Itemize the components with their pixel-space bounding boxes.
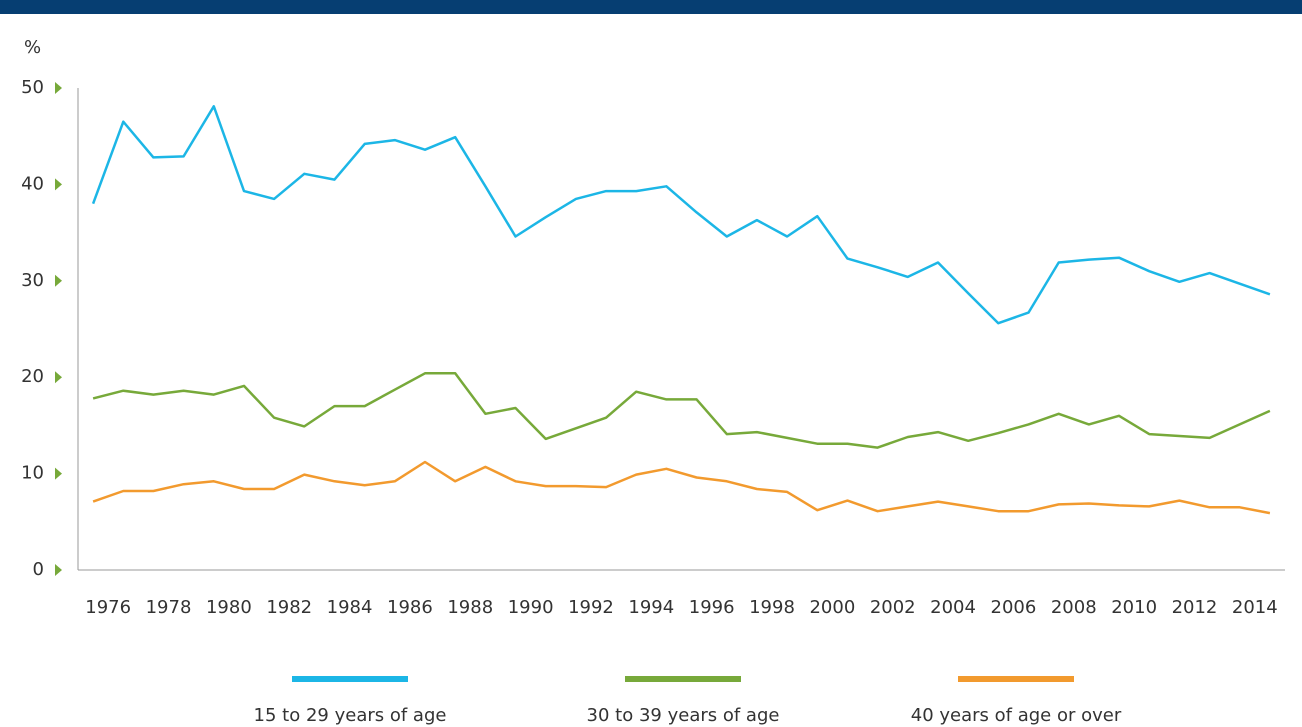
y-tick-label: 40 [21, 173, 44, 194]
series-line [92, 372, 1271, 449]
y-tick-marker [55, 564, 62, 576]
series-line [92, 460, 1271, 515]
y-tick-marker [55, 82, 62, 94]
series-line [91, 105, 1271, 325]
y-tick-marker [55, 371, 62, 384]
x-tick-label: 2000 [809, 597, 855, 618]
x-tick-label: 1998 [749, 597, 795, 618]
x-tick-label: 1982 [266, 597, 312, 618]
y-tick-label: 20 [21, 366, 44, 387]
x-tick-label: 1988 [447, 597, 493, 618]
x-tick-label: 1978 [146, 597, 192, 618]
x-tick-label: 1986 [387, 597, 433, 618]
x-tick-label: 1996 [689, 597, 735, 618]
x-tick-label: 1984 [327, 597, 373, 618]
y-axis-label: % [24, 37, 41, 58]
y-tick-label: 50 [21, 77, 44, 98]
x-tick-label: 1980 [206, 597, 252, 618]
legend-label: 40 years of age or over [911, 705, 1122, 726]
y-tick-label: 0 [33, 559, 44, 580]
legend-label: 15 to 29 years of age [254, 705, 447, 726]
y-tick-label: 10 [21, 463, 44, 484]
x-tick-label: 2008 [1051, 597, 1097, 618]
x-tick-label: 2006 [991, 597, 1037, 618]
top-bar [0, 0, 1302, 14]
x-tick-label: 2002 [870, 597, 916, 618]
y-tick-marker [55, 274, 62, 287]
legend-label: 30 to 39 years of age [587, 705, 780, 726]
x-tick-label: 2012 [1172, 597, 1218, 618]
x-tick-label: 2010 [1111, 597, 1157, 618]
y-tick-marker [55, 178, 62, 191]
x-tick-label: 1994 [628, 597, 674, 618]
x-tick-label: 2014 [1232, 597, 1278, 618]
x-tick-label: 1990 [508, 597, 554, 618]
y-tick-label: 30 [21, 270, 44, 291]
x-tick-label: 1992 [568, 597, 614, 618]
y-tick-marker [55, 467, 62, 480]
x-tick-label: 2004 [930, 597, 976, 618]
x-tick-label: 1976 [85, 597, 131, 618]
